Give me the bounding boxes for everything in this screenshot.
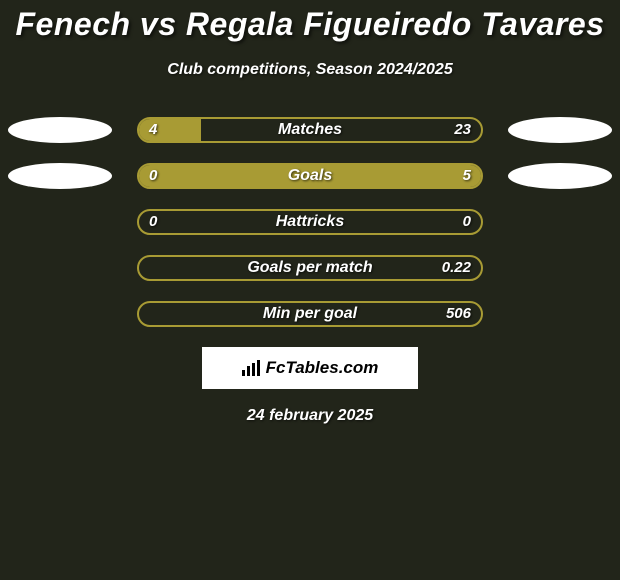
logo-text: FcTables.com [266,358,379,378]
stat-label: Hattricks [139,211,481,233]
bars-icon [242,360,262,376]
player-right-marker [508,117,612,143]
stat-value-right: 0.22 [442,257,471,279]
stat-bar: Goals per match0.22 [137,255,483,281]
player-right-marker [508,163,612,189]
stat-label: Goals [139,165,481,187]
stat-row: 0Goals5 [0,163,620,189]
logo-box: FcTables.com [202,347,418,389]
stat-value-right: 0 [463,211,471,233]
stat-bar: 0Hattricks0 [137,209,483,235]
stat-value-right: 23 [454,119,471,141]
stat-row: 4Matches23 [0,117,620,143]
stat-label: Min per goal [139,303,481,325]
comparison-subtitle: Club competitions, Season 2024/2025 [0,61,620,79]
comparison-title: Fenech vs Regala Figueiredo Tavares [0,0,620,43]
stat-value-right: 5 [463,165,471,187]
stat-bar: 4Matches23 [137,117,483,143]
stat-row: Goals per match0.22 [0,255,620,281]
stat-row: Min per goal506 [0,301,620,327]
stat-label: Goals per match [139,257,481,279]
player-left-marker [8,117,112,143]
player-left-marker [8,163,112,189]
stat-bar: 0Goals5 [137,163,483,189]
stat-row: 0Hattricks0 [0,209,620,235]
stat-label: Matches [139,119,481,141]
stat-value-right: 506 [446,303,471,325]
date-label: 24 february 2025 [0,407,620,425]
stat-bar: Min per goal506 [137,301,483,327]
logo: FcTables.com [242,358,379,378]
stat-rows: 4Matches230Goals50Hattricks0Goals per ma… [0,117,620,327]
